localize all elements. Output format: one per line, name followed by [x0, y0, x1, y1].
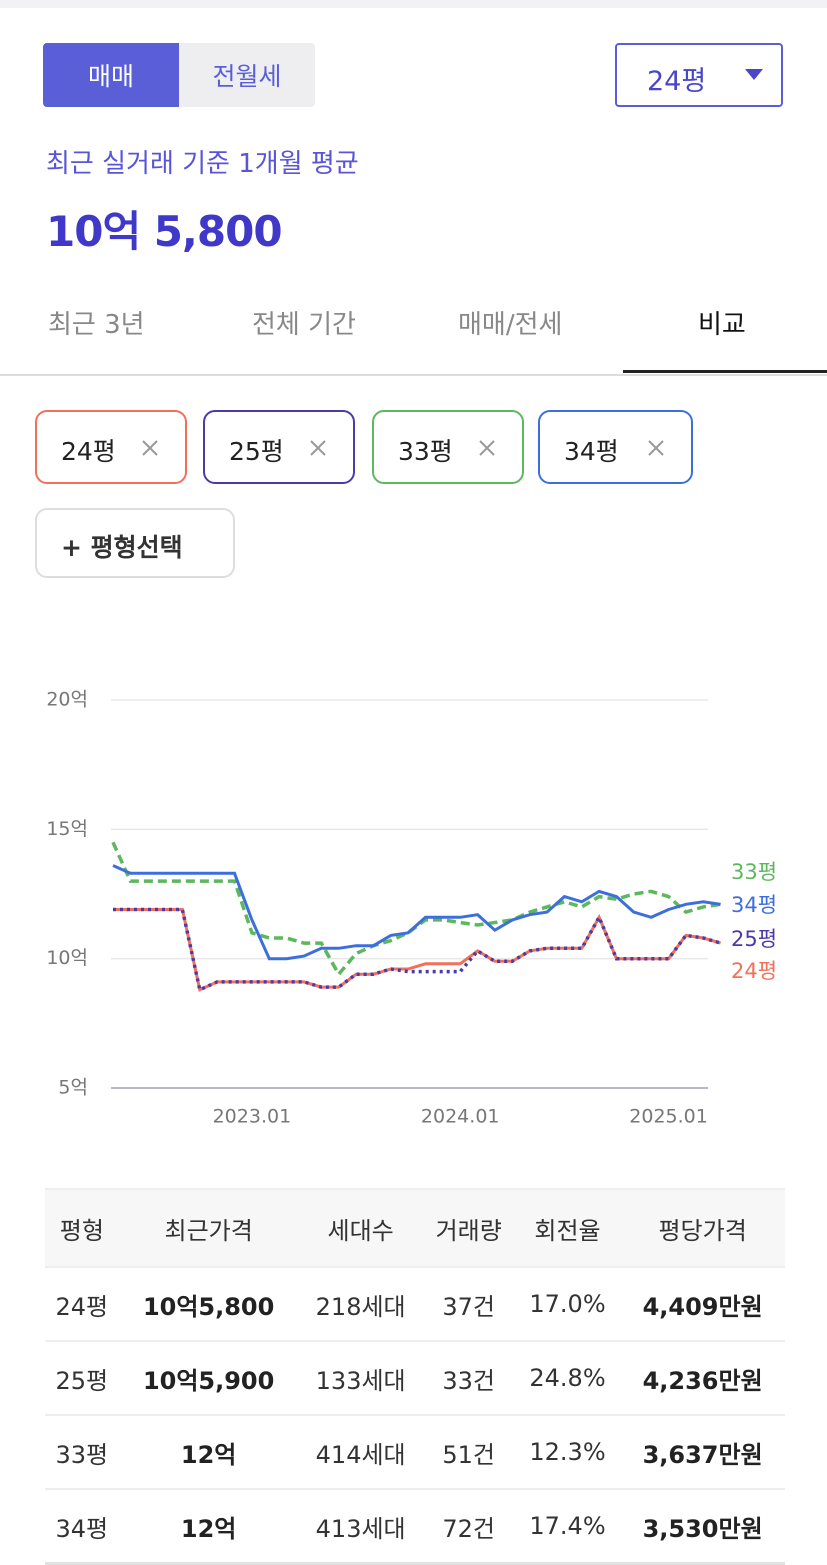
- table-cell: 33평: [45, 1414, 119, 1489]
- y-tick-label: 5억: [58, 1077, 88, 1099]
- table-row: 24평 10억5,800 218세대 37건 17.0% 4,409만원: [45, 1266, 785, 1341]
- add-size-label: + 평형선택: [61, 533, 183, 562]
- active-tab-underline: [623, 370, 827, 373]
- y-tick-label: 10억: [46, 947, 88, 969]
- period-tab[interactable]: 비교: [698, 310, 746, 340]
- size-chip[interactable]: 24평: [35, 410, 187, 484]
- summary-label: 최근 실거래 기준 1개월 평균: [46, 149, 359, 179]
- table-cell: 4,236만원: [620, 1340, 785, 1415]
- chip-close-icon[interactable]: [309, 439, 327, 457]
- table-cell: 133세대: [298, 1340, 423, 1415]
- table-cell: 12억: [118, 1414, 299, 1489]
- table-row: 25평 10억5,900 133세대 33건 24.8% 4,236만원: [45, 1340, 785, 1415]
- size-chip[interactable]: 33평: [372, 410, 524, 484]
- table-cell: 10억5,900: [118, 1340, 299, 1415]
- size-select-label: 24평: [647, 66, 707, 97]
- divider: [0, 374, 827, 376]
- toggle-button[interactable]: 매매: [43, 43, 179, 107]
- table-cell: 17.4%: [514, 1488, 621, 1565]
- dropdown-icon: [745, 69, 763, 80]
- table-cell: 414세대: [298, 1414, 423, 1489]
- x-tick-label: 2025.01: [629, 1106, 708, 1128]
- series-line: [112, 864, 721, 961]
- y-tick-label: 20억: [46, 689, 88, 711]
- table-cell: 17.0%: [514, 1266, 621, 1341]
- table-cell: 34평: [45, 1488, 119, 1565]
- close-glyph: [142, 440, 158, 456]
- table-row: 33평 12억 414세대 51건 12.3% 3,637만원: [45, 1414, 785, 1489]
- x-tick-label: 2024.01: [421, 1106, 500, 1128]
- chip-label: 33평: [398, 437, 453, 466]
- close-glyph: [648, 440, 664, 456]
- chip-close-icon[interactable]: [141, 439, 159, 457]
- size-chip[interactable]: 34평: [538, 410, 693, 484]
- period-tab[interactable]: 최근 3년: [48, 310, 145, 340]
- x-tick-label: 2023.01: [213, 1106, 292, 1128]
- table-cell: 218세대: [298, 1266, 423, 1341]
- period-tab[interactable]: 전체 기간: [252, 310, 356, 340]
- series-end-label: 25평: [731, 927, 777, 951]
- chip-label: 34평: [564, 437, 619, 466]
- table-cell: 3,530만원: [620, 1488, 785, 1565]
- compare-table: 평형 최근가격 세대수 거래량 회전율 평당가격 24평 10억5,800 218세대 37건 17…: [45, 1188, 785, 1565]
- table-header-cell: 평형: [45, 1188, 119, 1267]
- table-header-cell: 거래량: [422, 1188, 515, 1267]
- table-row: 34평 12억 413세대 72건 17.4% 3,530만원: [45, 1488, 785, 1565]
- top-bar: [0, 0, 827, 8]
- table-cell: 413세대: [298, 1488, 423, 1565]
- table-cell: 4,409만원: [620, 1266, 785, 1341]
- chart: 5억 10억 15억 20억 2023.01 2024.01 2025.01 24평 25평 33…: [46, 689, 777, 1128]
- table-cell: 33건: [422, 1340, 515, 1415]
- chip-close-icon[interactable]: [647, 439, 665, 457]
- close-glyph: [479, 440, 495, 456]
- chip-label: 25평: [229, 437, 284, 466]
- period-tab[interactable]: 매매/전세: [458, 310, 563, 340]
- toggle-button[interactable]: 전월세: [212, 62, 282, 91]
- series-end-label: 24평: [731, 959, 777, 983]
- table-cell: 3,637만원: [620, 1414, 785, 1489]
- y-tick-label: 15억: [46, 818, 88, 840]
- chip-label: 24평: [61, 437, 116, 466]
- chip-close-icon[interactable]: [478, 439, 496, 457]
- table-cell: 24.8%: [514, 1340, 621, 1415]
- trade-toggle: 매매 전월세: [43, 43, 315, 107]
- table-cell: 37건: [422, 1266, 515, 1341]
- table-header-cell: 회전율: [514, 1188, 621, 1267]
- summary-price: 10억 5,800: [46, 207, 283, 256]
- series-line: [113, 908, 722, 992]
- table-header-cell: 세대수: [298, 1188, 423, 1267]
- close-glyph: [310, 440, 326, 456]
- series-end-label: 33평: [731, 860, 777, 884]
- table-cell: 51건: [422, 1414, 515, 1489]
- series-line: [113, 907, 722, 993]
- table-header-cell: 평당가격: [620, 1188, 785, 1267]
- table-cell: 12억: [118, 1488, 299, 1565]
- size-chip[interactable]: 25평: [203, 410, 355, 484]
- series-line: [111, 841, 721, 978]
- series-end-label: 34평: [731, 893, 777, 917]
- table-cell: 24평: [45, 1266, 119, 1341]
- table-cell: 72건: [422, 1488, 515, 1565]
- add-size-button[interactable]: + 평형선택: [35, 508, 235, 578]
- size-select[interactable]: 24평: [615, 43, 783, 107]
- table-header-cell: 최근가격: [118, 1188, 299, 1267]
- table-cell: 10억5,800: [118, 1266, 299, 1341]
- table-cell: 25평: [45, 1340, 119, 1415]
- table-cell: 12.3%: [514, 1414, 621, 1489]
